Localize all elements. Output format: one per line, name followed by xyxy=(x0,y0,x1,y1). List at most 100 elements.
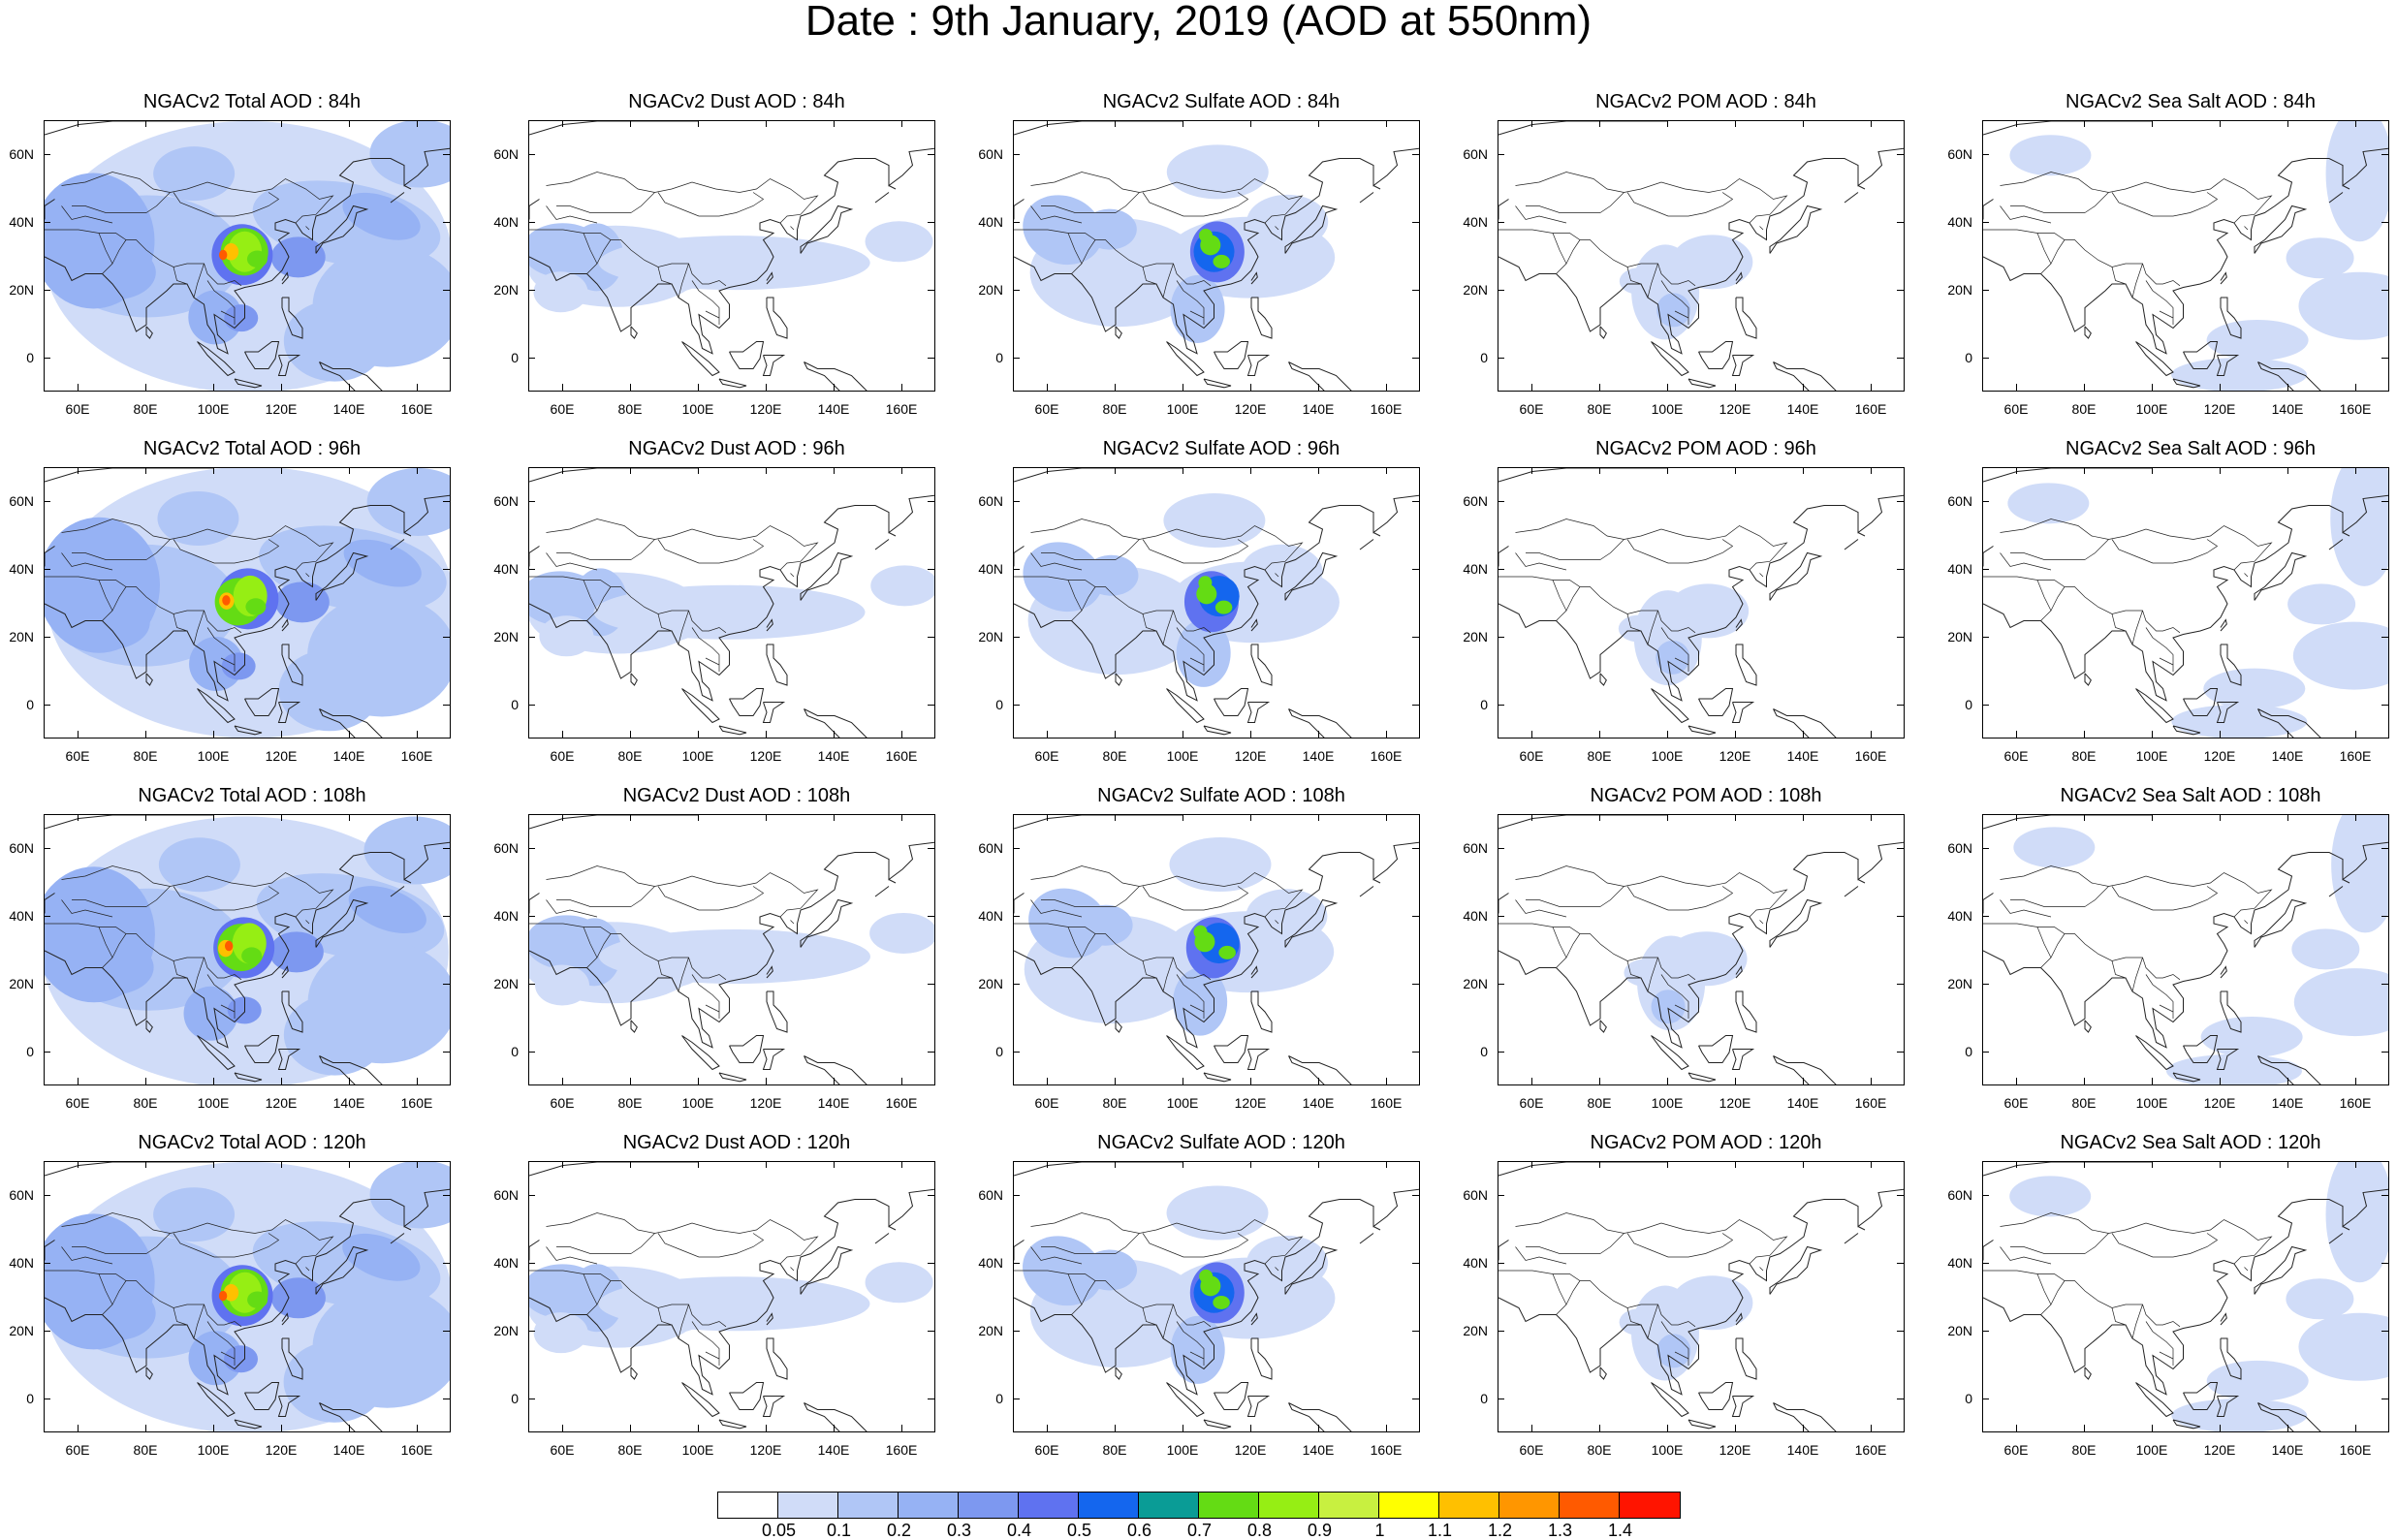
lat-tick xyxy=(1982,637,1989,638)
country-border xyxy=(2000,899,2052,918)
country-border xyxy=(145,886,171,907)
lon-tick-label: 80E xyxy=(2071,401,2097,417)
map-canvas xyxy=(45,1162,450,1431)
lon-tick-label: 160E xyxy=(1370,401,1403,417)
coastline xyxy=(1735,1337,1757,1380)
aod-patch xyxy=(153,1187,236,1242)
coastline xyxy=(1214,1382,1249,1410)
coastline xyxy=(766,1312,773,1326)
country-border xyxy=(1030,552,1083,571)
country-border xyxy=(1264,907,1286,918)
coastline xyxy=(800,204,854,254)
lat-tick-label: 20N xyxy=(1947,282,1972,298)
lon-tick-label: 160E xyxy=(885,748,918,764)
country-border xyxy=(2084,192,2109,213)
coastline xyxy=(1983,1240,1994,1261)
aod-patch xyxy=(1218,945,1236,959)
country-border xyxy=(1264,560,1286,571)
panel-title: NGACv2 Total AOD : 120h xyxy=(138,1132,366,1153)
lat-tick-label: 40N xyxy=(1947,908,1972,924)
lat-tick-label: 60N xyxy=(1463,146,1488,162)
aod-patch xyxy=(1246,194,1329,249)
lon-tick-label: 80E xyxy=(617,1095,643,1111)
country-border xyxy=(790,920,795,925)
aod-patch xyxy=(74,1286,156,1341)
lon-tick xyxy=(2287,1425,2288,1431)
coastline xyxy=(2257,708,2321,738)
country-border xyxy=(1142,539,1249,564)
lon-tick-label: 160E xyxy=(2339,1442,2372,1458)
lat-tick xyxy=(1982,290,1989,291)
country-border xyxy=(2050,239,2066,265)
lat-tick-label: 40N xyxy=(493,1255,519,1271)
country-border xyxy=(1626,1307,1642,1326)
lon-tick xyxy=(2355,731,2356,738)
lon-tick xyxy=(1735,1425,1736,1431)
coastline xyxy=(2172,1072,2201,1083)
country-border xyxy=(556,205,631,213)
lon-tick xyxy=(349,120,350,127)
map-frame xyxy=(1982,120,2389,392)
lon-tick-label: 140E xyxy=(2271,1442,2304,1458)
lon-tick xyxy=(834,120,835,127)
coastline xyxy=(277,702,301,723)
lon-tick xyxy=(1115,1078,1116,1084)
coastline xyxy=(1284,204,1339,254)
coastline xyxy=(718,378,747,389)
coastline xyxy=(1214,341,1249,369)
lon-tick xyxy=(1386,1078,1387,1084)
coastline xyxy=(762,702,786,723)
lon-tick-label: 100E xyxy=(197,1442,230,1458)
map-frame xyxy=(44,467,451,739)
lon-tick-label: 80E xyxy=(1102,1095,1127,1111)
coastline xyxy=(630,1020,638,1033)
lon-tick-label: 160E xyxy=(400,1442,433,1458)
lat-tick xyxy=(1897,154,1904,155)
lon-tick xyxy=(2220,1161,2221,1168)
lon-tick-label: 140E xyxy=(1786,1442,1819,1458)
aod-patch xyxy=(1082,208,1137,250)
lon-tick xyxy=(1871,731,1872,738)
coastline xyxy=(1014,199,1025,220)
lat-tick-label: 40N xyxy=(1463,561,1488,577)
lon-tick xyxy=(1871,120,1872,127)
lon-tick-label: 60E xyxy=(1519,401,1544,417)
country-border xyxy=(173,886,280,911)
lat-tick xyxy=(528,290,535,291)
panel-title: NGACv2 Dust AOD : 108h xyxy=(622,785,851,806)
country-border xyxy=(220,310,236,319)
coastline xyxy=(2216,702,2240,723)
coastline xyxy=(1731,1049,1755,1070)
lon-tick xyxy=(698,384,699,391)
coastline xyxy=(197,341,236,377)
lon-tick-label: 120E xyxy=(265,1442,298,1458)
lat-tick xyxy=(443,1052,450,1053)
lat-tick xyxy=(443,569,450,570)
country-border xyxy=(546,1212,819,1256)
aod-patch xyxy=(1198,576,1213,590)
lon-tick xyxy=(2152,731,2153,738)
coastline xyxy=(1983,121,2153,136)
lon-tick xyxy=(1047,1425,1048,1431)
colorbar-swatch xyxy=(1560,1493,1620,1518)
country-border xyxy=(691,280,720,325)
country-border xyxy=(1176,974,1205,1019)
country-border xyxy=(1115,539,1140,560)
country-border xyxy=(583,927,598,968)
colorbar-label: 0.5 xyxy=(1066,1521,1092,1540)
coastline xyxy=(2183,341,2219,369)
lat-tick xyxy=(1982,1195,1989,1196)
aod-patch xyxy=(2286,237,2354,279)
country-border xyxy=(2159,1004,2174,1013)
map-canvas xyxy=(45,468,450,738)
panel-title: NGACv2 Sulfate AOD : 96h xyxy=(1102,438,1340,459)
lat-tick-label: 60N xyxy=(9,146,34,162)
lat-tick-label: 20N xyxy=(1463,1323,1488,1338)
lat-tick xyxy=(1897,984,1904,985)
colorbar-label: 1.3 xyxy=(1547,1521,1573,1540)
lat-tick xyxy=(1412,848,1419,849)
lon-tick xyxy=(1047,731,1048,738)
country-border xyxy=(1626,960,1642,979)
aod-patch xyxy=(1166,144,1269,200)
lon-tick-label: 80E xyxy=(2071,748,2097,764)
